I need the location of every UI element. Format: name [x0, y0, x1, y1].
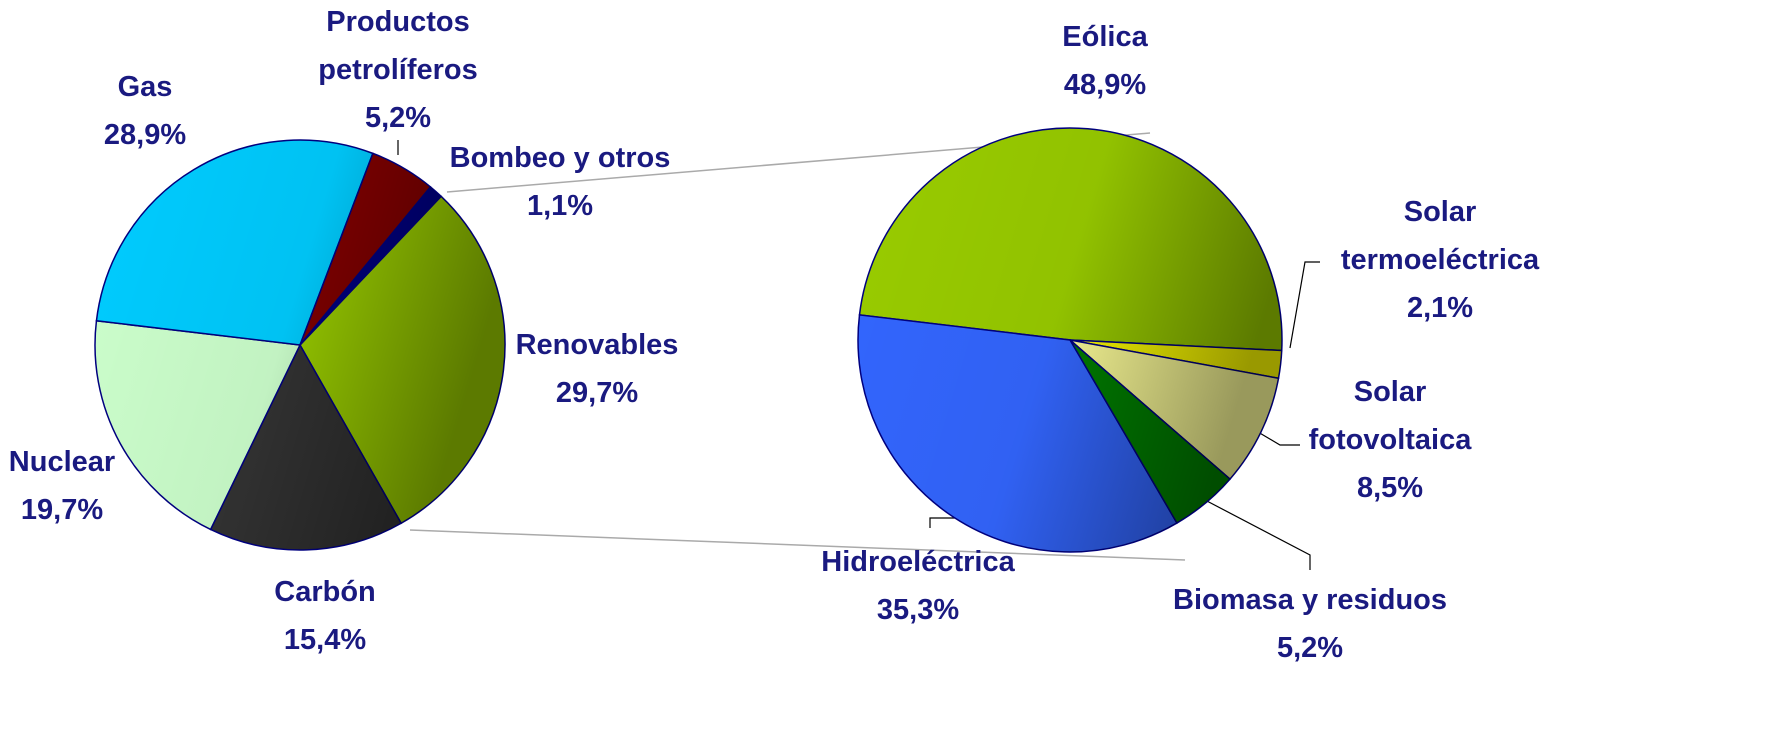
value-label: 28,9%: [103, 119, 187, 151]
value-label: 48,9%: [1063, 69, 1147, 101]
slice-label: Bombeo y otros 1,1%: [430, 134, 690, 230]
slice-label: Biomasa y residuos 5,2%: [1145, 576, 1475, 672]
value-label: 19,7%: [20, 494, 104, 526]
value-label: 2,1%: [1406, 292, 1474, 324]
slice-label: Eólica 48,9%: [1005, 13, 1205, 109]
pie-slice: [858, 127, 1283, 352]
slice-label: Solar termoeléctrica 2,1%: [1320, 188, 1560, 332]
slice-label: Productos petrolíferos 5,2%: [298, 0, 498, 142]
value-label: 15,4%: [283, 624, 367, 656]
leader-line: [1289, 261, 1320, 349]
category-label: Eólica: [1062, 21, 1148, 53]
category-label: Biomasa y residuos: [1173, 584, 1447, 616]
category-label: Solar fotovoltaica: [1308, 376, 1472, 456]
value-label: 8,5%: [1356, 472, 1424, 504]
category-label: Renovables: [515, 329, 679, 361]
slice-label: Renovables 29,7%: [497, 321, 697, 417]
slice-label: Hidroeléctrica 35,3%: [788, 538, 1048, 634]
connector-line: [409, 529, 1186, 561]
value-label: 1,1%: [526, 190, 594, 222]
value-label: 29,7%: [555, 377, 639, 409]
category-label: Gas: [117, 71, 173, 103]
category-label: Hidroeléctrica: [821, 546, 1015, 578]
category-label: Nuclear: [8, 446, 116, 478]
slice-label: Carbón 15,4%: [225, 568, 425, 664]
category-label: Productos petrolíferos: [318, 6, 478, 86]
value-label: 35,3%: [876, 594, 960, 626]
category-label: Carbón: [274, 576, 376, 608]
value-label: 5,2%: [1276, 632, 1344, 664]
category-label: Bombeo y otros: [449, 142, 671, 174]
category-label: Solar termoeléctrica: [1340, 196, 1540, 276]
value-label: 5,2%: [364, 102, 432, 134]
slice-label: Nuclear 19,7%: [2, 438, 122, 534]
slice-label: Solar fotovoltaica 8,5%: [1290, 368, 1490, 512]
slice-label: Gas 28,9%: [85, 63, 205, 159]
